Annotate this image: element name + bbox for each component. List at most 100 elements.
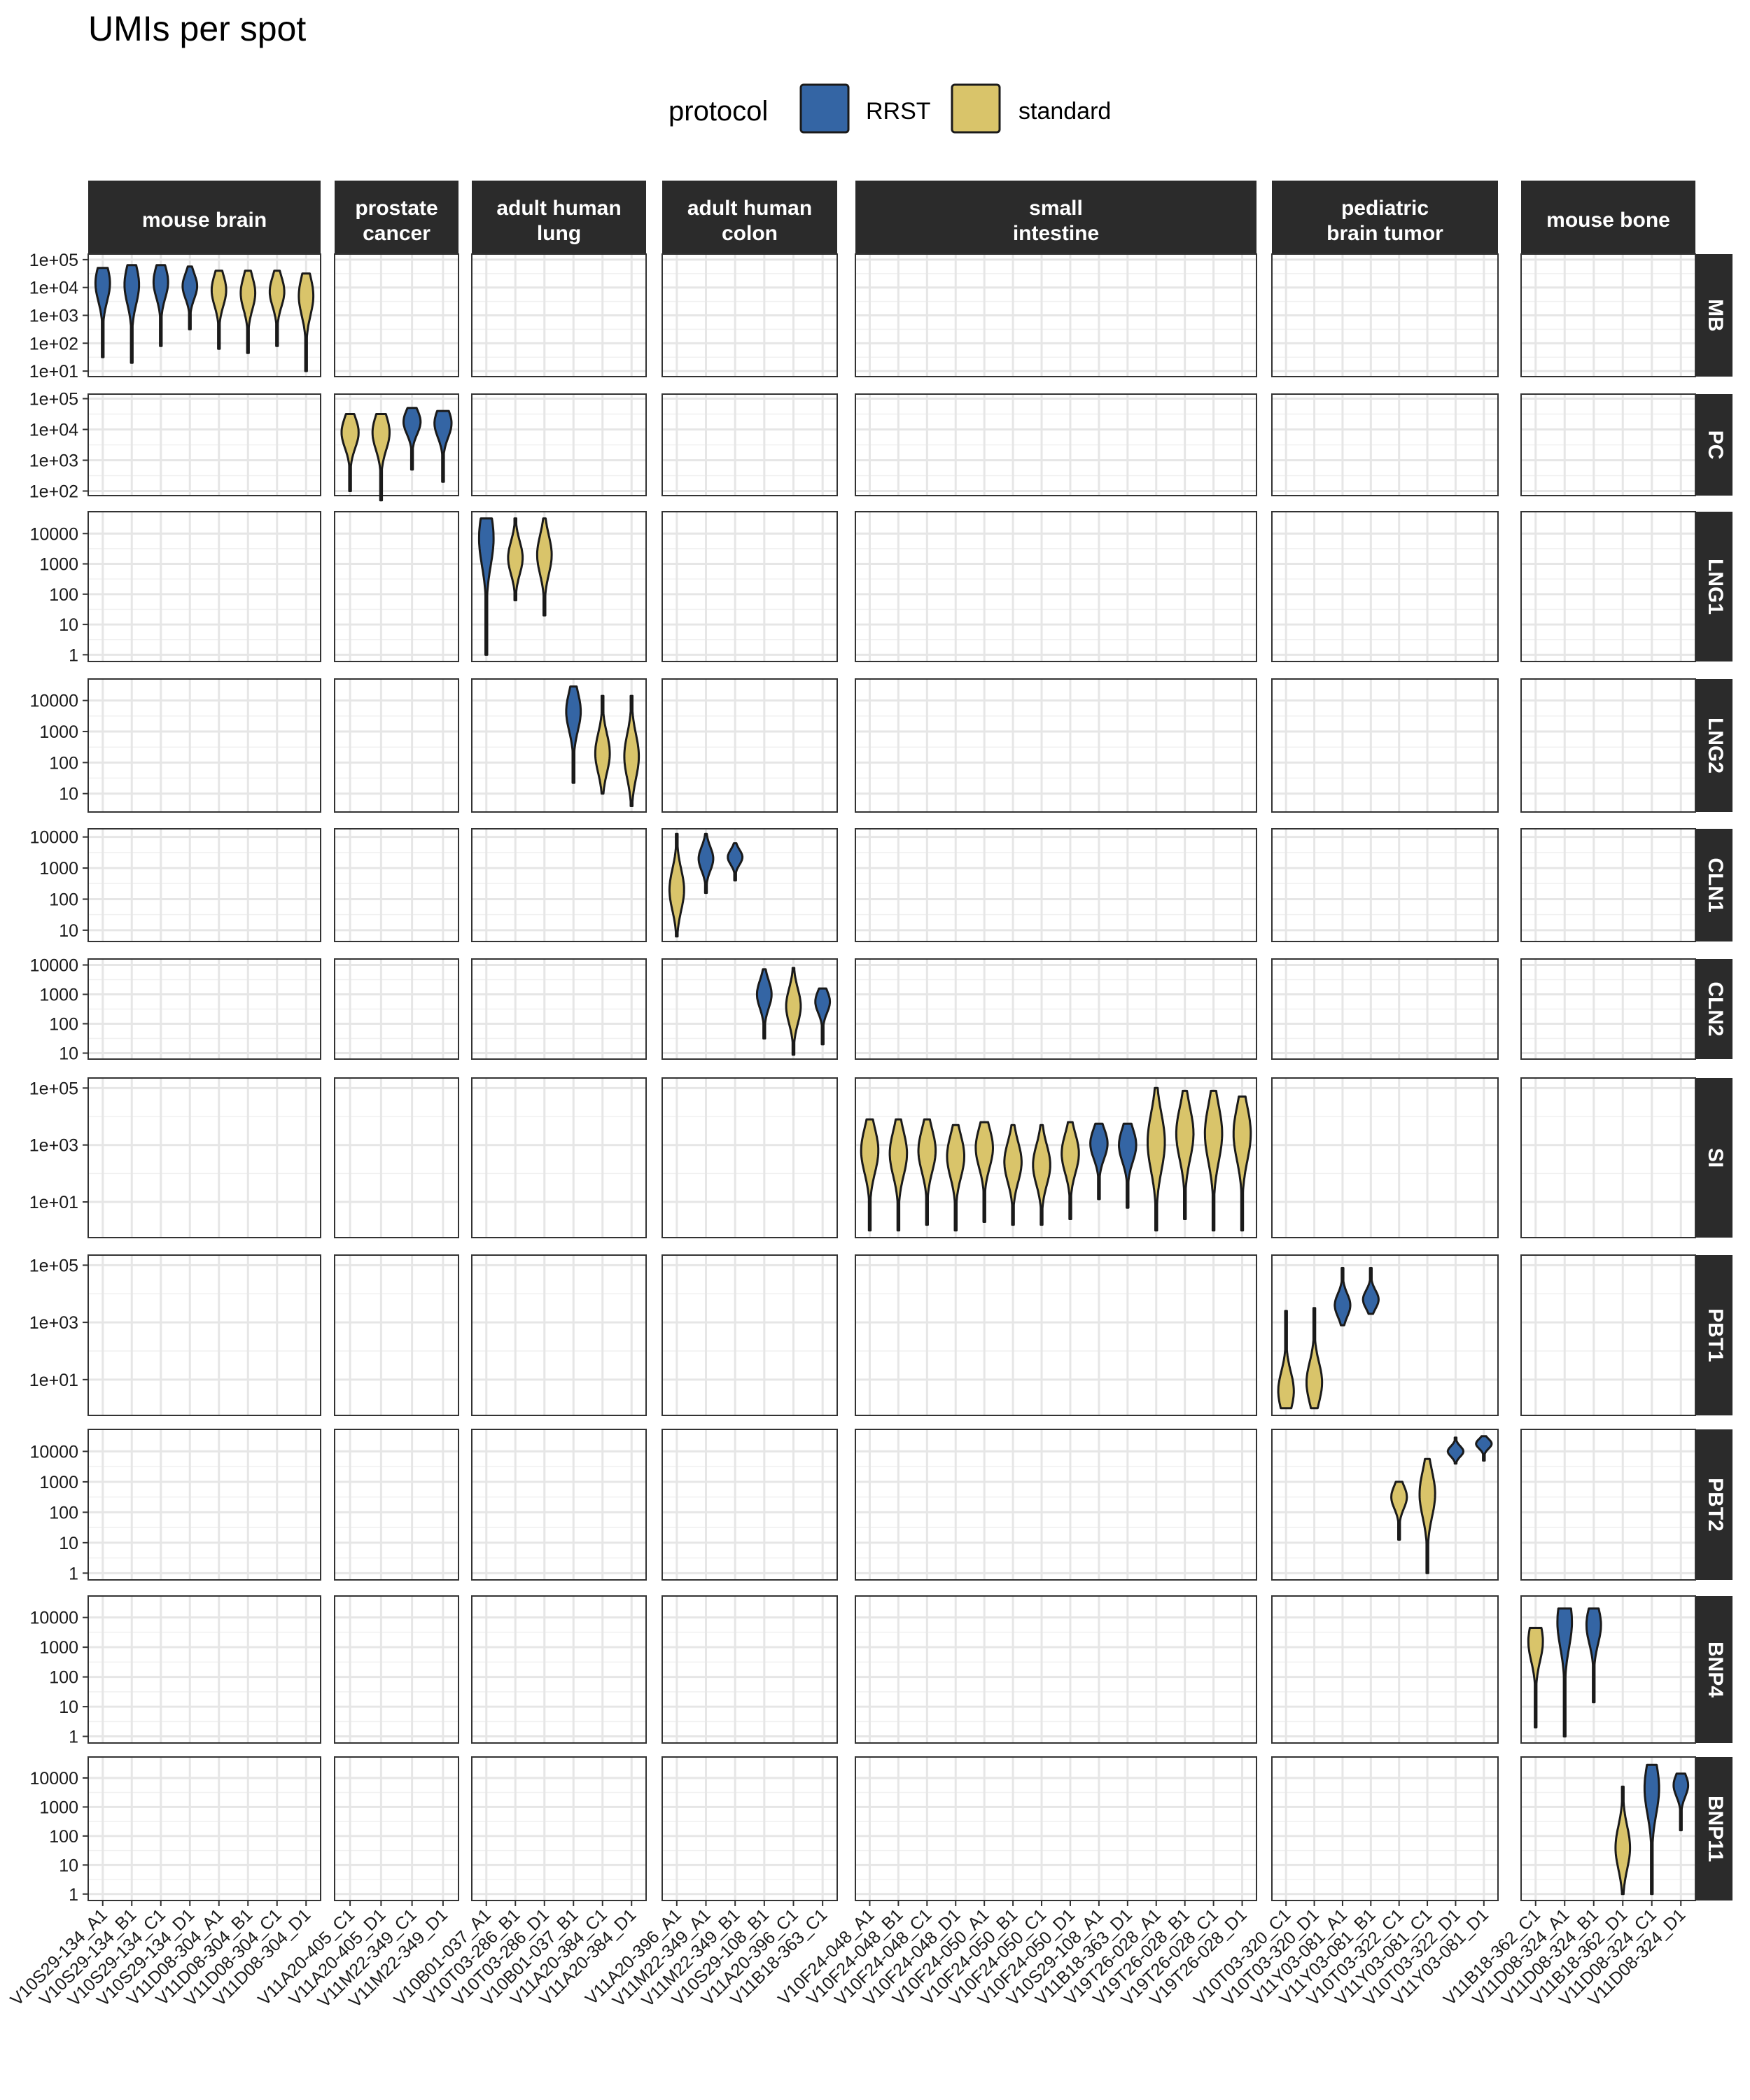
facet-title: pediatric bbox=[1341, 197, 1429, 220]
violin-standard bbox=[1390, 1480, 1408, 1541]
panel-border bbox=[471, 1077, 647, 1238]
facet-strip-col: mouse brain bbox=[88, 181, 321, 254]
facet-strip-bg bbox=[88, 181, 321, 254]
panel bbox=[334, 1595, 459, 1744]
panel-border bbox=[855, 958, 1257, 1060]
panel-border bbox=[471, 828, 647, 942]
panel-border bbox=[471, 393, 647, 496]
panel-bg bbox=[1272, 512, 1498, 662]
panel bbox=[471, 1254, 647, 1416]
panel bbox=[471, 1756, 647, 1901]
panel bbox=[1520, 958, 1696, 1060]
y-tick-label: 1e+01 bbox=[29, 362, 78, 382]
violin-rrst bbox=[402, 407, 422, 471]
panel bbox=[662, 253, 838, 377]
panel-border bbox=[662, 678, 838, 813]
y-tick-label: 1000 bbox=[39, 859, 78, 878]
facet-row-label: LNG2 bbox=[1704, 718, 1727, 774]
panel-border bbox=[662, 393, 838, 496]
panel-bg bbox=[88, 1255, 321, 1415]
panel-border bbox=[1520, 1077, 1696, 1238]
y-tick-label: 1 bbox=[69, 1564, 78, 1583]
panel bbox=[1520, 253, 1696, 377]
violin-rrst bbox=[433, 410, 453, 483]
violin-rrst bbox=[1585, 1607, 1602, 1704]
panel-border bbox=[334, 1254, 459, 1416]
y-tick-label: 1e+05 bbox=[29, 1079, 78, 1098]
panel-bg bbox=[662, 679, 837, 812]
panel-border bbox=[1271, 678, 1499, 813]
panel bbox=[88, 828, 321, 942]
panel-border bbox=[855, 1254, 1257, 1416]
panel-border bbox=[334, 253, 459, 377]
panel-bg bbox=[88, 679, 321, 812]
panel bbox=[662, 1077, 838, 1238]
panel-border bbox=[334, 958, 459, 1060]
panel-border bbox=[471, 253, 647, 377]
panel bbox=[662, 678, 838, 813]
panel-bg bbox=[1272, 1596, 1498, 1743]
violin-rrst bbox=[181, 265, 199, 330]
y-tick-label: 1e+03 bbox=[29, 1313, 78, 1333]
facet-row-label: CLN1 bbox=[1704, 858, 1727, 912]
panel-border bbox=[855, 1595, 1257, 1744]
facet-row-label: CLN2 bbox=[1704, 981, 1727, 1036]
y-tick-label: 1 bbox=[69, 1885, 78, 1905]
panel-border bbox=[662, 253, 838, 377]
violin-standard bbox=[371, 413, 391, 502]
panel-border bbox=[471, 511, 647, 662]
y-tick-label: 1e+04 bbox=[29, 421, 78, 440]
y-tick-label: 1000 bbox=[39, 555, 78, 575]
panel-border bbox=[88, 678, 321, 813]
violin-rrst bbox=[755, 968, 773, 1040]
violin-standard bbox=[1003, 1124, 1023, 1226]
panel-bg bbox=[88, 829, 321, 941]
y-tick-label: 1e+02 bbox=[29, 482, 78, 501]
panel-bg bbox=[335, 1078, 458, 1238]
panel bbox=[1520, 828, 1696, 942]
y-tick-label: 1e+03 bbox=[29, 307, 78, 326]
panel bbox=[855, 1595, 1257, 1744]
y-tick-label: 1000 bbox=[39, 1798, 78, 1817]
panel-border bbox=[855, 393, 1257, 496]
panel-border bbox=[662, 828, 838, 942]
panel-border bbox=[334, 678, 459, 813]
panel-border bbox=[855, 828, 1257, 942]
violin-standard bbox=[536, 517, 553, 617]
panel bbox=[1271, 1254, 1499, 1416]
violin-standard bbox=[1277, 1310, 1295, 1410]
legend-label-standard: standard bbox=[1018, 98, 1111, 125]
panel-border bbox=[88, 511, 321, 662]
facet-row-label: PC bbox=[1704, 430, 1727, 460]
panel-bg bbox=[335, 1596, 458, 1743]
violin-standard bbox=[1614, 1785, 1632, 1896]
facet-strip-row bbox=[1695, 1596, 1732, 1743]
panel-border bbox=[1271, 1756, 1499, 1901]
facet-title: mouse brain bbox=[142, 209, 267, 232]
panel bbox=[471, 958, 647, 1060]
panel bbox=[334, 1254, 459, 1416]
legend: protocol RRST standard bbox=[668, 83, 1111, 134]
panel bbox=[1271, 511, 1499, 662]
facet-strip-bg bbox=[662, 181, 837, 254]
panel-border bbox=[855, 678, 1257, 813]
y-tick-label: 100 bbox=[49, 1668, 78, 1688]
panel bbox=[662, 1756, 838, 1901]
y-tick-label: 1e+01 bbox=[29, 1193, 78, 1212]
panel bbox=[1271, 958, 1499, 1060]
panel bbox=[855, 1756, 1257, 1901]
facet-title: intestine bbox=[1013, 222, 1099, 245]
panel bbox=[334, 1756, 459, 1901]
y-tick-label: 10000 bbox=[29, 1769, 78, 1788]
panel-border bbox=[1520, 1756, 1696, 1901]
y-tick-label: 1 bbox=[69, 645, 78, 665]
panel-bg bbox=[88, 1757, 321, 1900]
legend-title: protocol bbox=[668, 96, 768, 127]
panel-border bbox=[1520, 958, 1696, 1060]
facet-title: lung bbox=[537, 222, 581, 245]
panel-border bbox=[471, 1254, 647, 1416]
y-tick-label: 10 bbox=[59, 785, 78, 804]
panel-bg bbox=[472, 1596, 646, 1743]
